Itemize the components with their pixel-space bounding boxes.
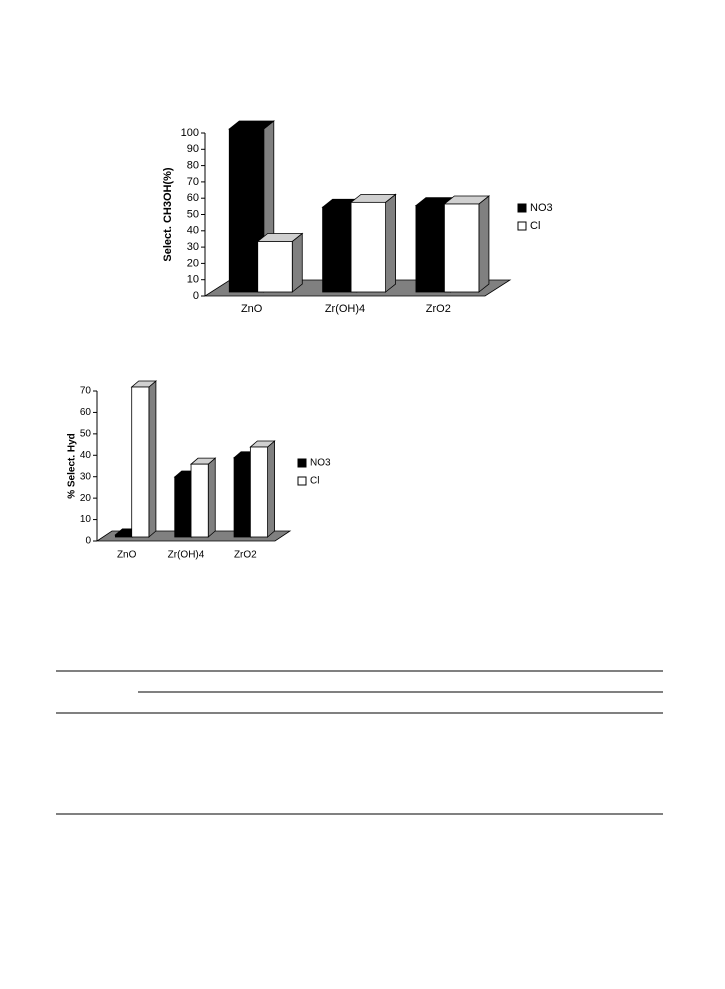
y-tick-label: 30 (80, 471, 92, 482)
y-axis-label: % Select. Hyd (67, 433, 78, 499)
legend-label: Cl (310, 476, 319, 487)
x-tick-label: ZrO2 (426, 303, 451, 315)
bar-front (249, 446, 268, 538)
y-tick-label: 90 (187, 143, 199, 155)
legend-label: NO3 (310, 458, 331, 469)
x-tick-label: ZrO2 (234, 550, 257, 561)
bar (249, 440, 276, 538)
y-tick-label: 70 (187, 176, 199, 188)
bar (189, 457, 217, 538)
y-tick-label: 0 (85, 536, 91, 547)
bar-front (257, 241, 293, 293)
y-tick-label: 10 (80, 514, 92, 525)
bar-front (174, 476, 193, 538)
bar (256, 232, 304, 293)
y-tick-label: 50 (187, 208, 199, 220)
bar-front (350, 201, 387, 293)
y-tick-label: 60 (80, 407, 92, 418)
bar-front (233, 457, 252, 538)
bar-front (114, 534, 134, 538)
y-tick-label: 40 (187, 225, 199, 237)
bar-front (131, 386, 150, 538)
y-tick-label: 30 (187, 241, 199, 253)
y-tick-label: 20 (187, 257, 199, 269)
legend-swatch (297, 458, 307, 468)
y-tick-label: 70 (80, 386, 92, 397)
y-tick-label: 50 (80, 428, 92, 439)
bar-side (478, 195, 490, 293)
y-axis-label: Select. CH3OH(%) (162, 167, 174, 261)
y-tick-label: 10 (187, 274, 199, 286)
legend-label: Cl (530, 220, 540, 232)
legend-swatch (517, 203, 527, 213)
legend-label: NO3 (530, 202, 553, 214)
legend-swatch (517, 221, 527, 231)
bar-front (190, 463, 209, 538)
bar (443, 195, 491, 293)
bar-side (148, 380, 157, 538)
x-tick-label: Zr(OH)4 (325, 303, 365, 315)
legend-swatch (297, 476, 307, 486)
x-tick-label: Zr(OH)4 (168, 550, 205, 561)
bar-side (291, 232, 303, 293)
bar (130, 380, 157, 538)
bar-side (207, 457, 216, 538)
bar-side (385, 193, 397, 293)
y-tick-label: 100 (181, 127, 199, 139)
bar (349, 193, 397, 293)
x-tick-label: ZnO (117, 550, 137, 561)
bar-side (267, 440, 275, 538)
y-tick-label: 60 (187, 192, 199, 204)
y-tick-label: 20 (80, 493, 92, 504)
y-tick-label: 80 (187, 160, 199, 172)
x-tick-label: ZnO (241, 303, 263, 315)
y-tick-label: 40 (80, 450, 92, 461)
bar-front (443, 203, 480, 293)
y-tick-label: 0 (193, 290, 199, 302)
